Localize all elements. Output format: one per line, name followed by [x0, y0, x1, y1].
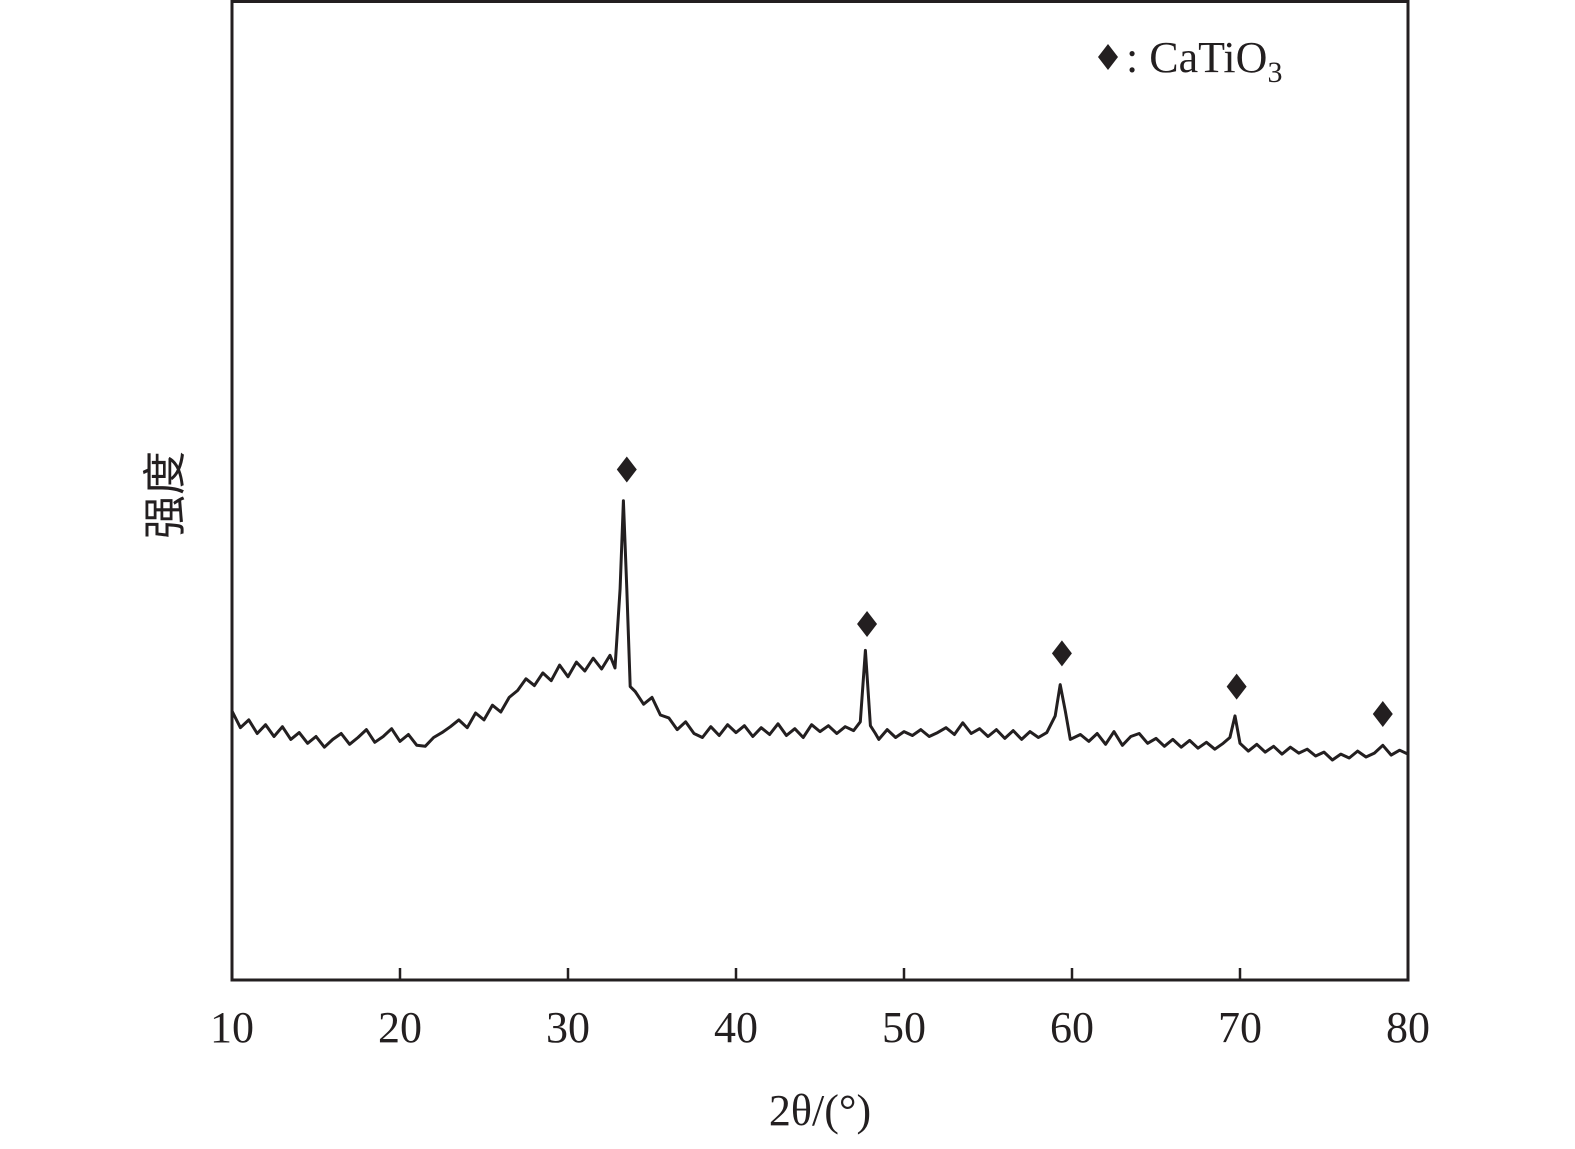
peak-marker-diamond: [1051, 640, 1072, 667]
legend-label-subscript: 3: [1267, 56, 1282, 89]
svg-text:: CaTiO3: : CaTiO3: [1126, 33, 1282, 89]
x-axis-title: 2θ/(°): [769, 1086, 871, 1135]
x-tick-label: 70: [1218, 1003, 1262, 1052]
legend: : CaTiO3: [1098, 33, 1282, 89]
y-axis-title: 强度: [141, 451, 190, 539]
x-axis-ticks: [230, 968, 1410, 980]
x-tick-label: 50: [882, 1003, 926, 1052]
legend-diamond-marker: [1098, 44, 1118, 70]
x-tick-label: 20: [378, 1003, 422, 1052]
peak-marker-diamond: [1372, 700, 1393, 727]
x-tick-label: 40: [714, 1003, 758, 1052]
series-line: [230, 499, 1409, 762]
legend-label: : CaTiO: [1126, 33, 1267, 82]
x-tick-label: 60: [1050, 1003, 1094, 1052]
plot-frame: [230, 0, 1410, 982]
peak-marker-diamond: [857, 611, 878, 638]
peak-marker-diamond: [616, 456, 637, 483]
x-tick-label: 30: [546, 1003, 590, 1052]
x-tick-label: 10: [210, 1003, 254, 1052]
peak-marker-diamond: [1226, 673, 1247, 700]
peak-markers: [616, 456, 1393, 727]
x-tick-label: 80: [1386, 1003, 1430, 1052]
x-axis-tick-labels: 10 20 30 40 50 60 70 80: [210, 1003, 1430, 1052]
